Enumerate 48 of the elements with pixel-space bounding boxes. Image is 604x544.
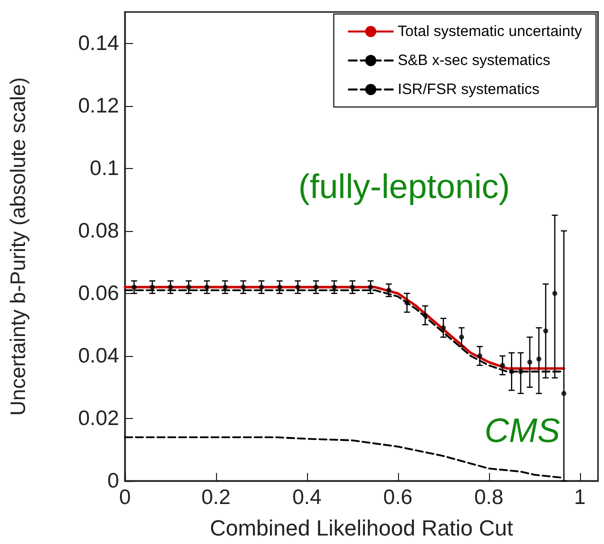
point — [440, 325, 446, 330]
y-tick-label: 0.08 — [78, 219, 119, 242]
point — [509, 369, 514, 374]
point — [314, 284, 319, 290]
x-axis-title: Combined Likelihood Ratio Cut — [210, 516, 514, 540]
y-axis-title: Uncertainty b-Purity (absolute scale) — [7, 77, 30, 416]
y-tick-label: 0 — [107, 470, 119, 492]
point — [543, 328, 548, 334]
x-tick-label: 1 — [574, 486, 586, 509]
point — [459, 334, 464, 340]
point — [477, 353, 482, 358]
point — [386, 288, 392, 293]
y-tick-label: 0.06 — [78, 282, 119, 305]
x-tick-label: 0.4 — [292, 486, 322, 509]
point — [258, 284, 264, 290]
y-tick-label: 0.12 — [78, 94, 119, 118]
point — [204, 284, 210, 290]
point — [186, 284, 192, 290]
point — [295, 284, 300, 290]
point — [536, 356, 542, 362]
y-tick-label: 0.04 — [78, 344, 120, 368]
point — [561, 390, 566, 396]
y-tick-label: 0.1 — [90, 156, 119, 180]
point — [132, 284, 137, 290]
legend-label: ISR/FSR systematics — [398, 81, 540, 98]
point — [404, 300, 410, 306]
y-tick-label: 0.14 — [78, 32, 120, 55]
annotation: CMS — [484, 412, 560, 450]
point — [518, 369, 524, 374]
legend-label: Total systematic uncertainty — [398, 23, 582, 40]
y-tick-label: 0.02 — [78, 406, 119, 430]
point — [350, 284, 355, 290]
point — [527, 360, 532, 365]
point — [150, 284, 155, 290]
point — [332, 284, 337, 290]
point — [422, 312, 428, 318]
x-tick-label: 0.2 — [201, 486, 231, 509]
point — [277, 284, 282, 290]
x-tick-label: 0.8 — [474, 486, 504, 509]
point — [368, 284, 374, 290]
point — [222, 284, 228, 290]
point — [552, 290, 558, 296]
point — [168, 284, 173, 290]
point — [240, 284, 246, 290]
x-tick-label: 0.6 — [383, 486, 412, 509]
legend-label: S&B x-sec systematics — [398, 52, 550, 69]
point — [500, 362, 505, 368]
annotation: (fully-leptonic) — [298, 168, 510, 206]
